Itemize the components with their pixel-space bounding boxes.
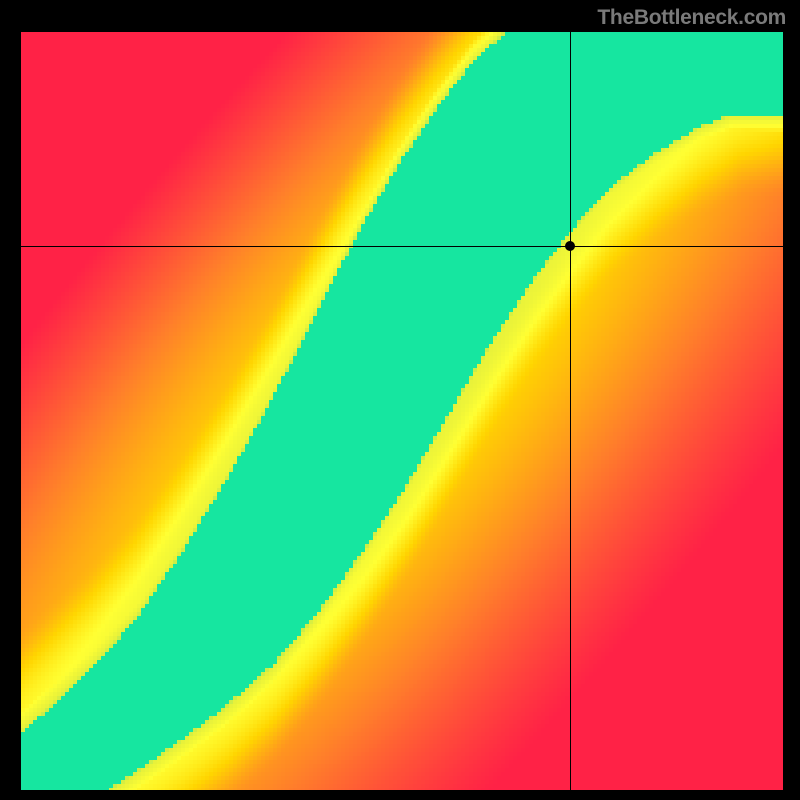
chart-container: TheBottleneck.com: [0, 0, 800, 800]
crosshair-vertical: [570, 32, 571, 790]
watermark-text: TheBottleneck.com: [597, 6, 786, 30]
intersection-marker: [565, 241, 575, 251]
heatmap-canvas: [21, 32, 783, 790]
crosshair-horizontal: [21, 246, 783, 247]
